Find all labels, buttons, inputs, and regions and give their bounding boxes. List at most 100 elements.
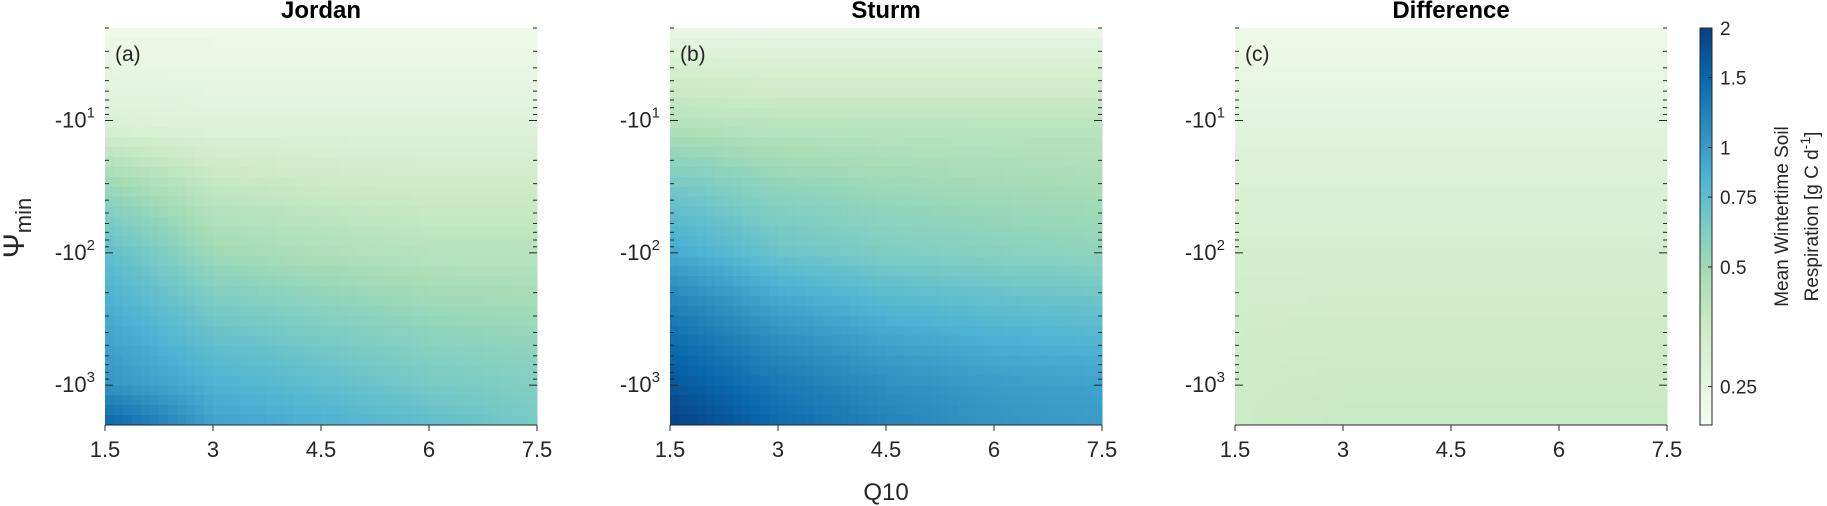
heatmap-cell [940, 186, 950, 198]
heatmap-cell [1075, 47, 1085, 59]
heatmap-cell [760, 295, 770, 307]
heatmap-cell [1316, 176, 1326, 188]
heatmap-cell [886, 216, 896, 228]
heatmap-cell [1084, 57, 1094, 69]
heatmap-cell [904, 256, 914, 267]
heatmap-cell [886, 276, 896, 287]
heatmap-cell [204, 236, 214, 247]
heatmap-cell [384, 47, 394, 59]
heatmap-cell [931, 415, 941, 426]
heatmap-cell [330, 226, 340, 238]
heatmap-cell [877, 87, 887, 99]
heatmap-cell [706, 147, 716, 158]
heatmap-cell [733, 147, 743, 158]
heatmap-cell [823, 137, 833, 148]
heatmap-cell [859, 266, 869, 277]
heatmap-cell [751, 77, 761, 89]
heatmap-cell [886, 127, 896, 138]
heatmap-cell [429, 256, 439, 267]
heatmap-cell [1012, 256, 1022, 267]
heatmap-cell [1397, 57, 1407, 69]
heatmap-cell [294, 405, 304, 416]
heatmap-cell [823, 305, 833, 317]
heatmap-cell [877, 67, 887, 79]
heatmap-cell [742, 107, 752, 118]
heatmap-cell [1478, 196, 1488, 208]
heatmap-cell [1084, 206, 1094, 218]
heatmap-cell [742, 315, 752, 327]
heatmap-cell [778, 345, 788, 357]
heatmap-cell [285, 147, 295, 158]
heatmap-cell [877, 117, 887, 128]
heatmap-cell [429, 37, 439, 49]
heatmap-cell [1379, 147, 1389, 158]
heatmap-cell [940, 325, 950, 337]
heatmap-cell [159, 37, 169, 49]
heatmap-cell [724, 266, 734, 277]
heatmap-cell [697, 305, 707, 317]
heatmap-cell [1433, 67, 1443, 79]
heatmap-cell [1289, 196, 1299, 208]
heatmap-cell [760, 196, 770, 208]
heatmap-cell [1370, 166, 1380, 178]
heatmap-cell [787, 395, 797, 406]
heatmap-cell [267, 37, 277, 49]
heatmap-cell [492, 28, 502, 39]
heatmap-cell [114, 97, 124, 108]
heatmap-cell [1244, 166, 1254, 178]
heatmap-cell [778, 295, 788, 307]
heatmap-cell [1604, 176, 1614, 188]
heatmap-cell [913, 305, 923, 317]
heatmap-cell [429, 87, 439, 99]
heatmap-cell [724, 256, 734, 267]
heatmap-cell [1487, 87, 1497, 99]
heatmap-cell [868, 415, 878, 426]
heatmap-cell [303, 295, 313, 307]
heatmap-cell [868, 37, 878, 49]
heatmap-cell [438, 325, 448, 337]
heatmap-cell [688, 375, 698, 386]
heatmap-cell [1325, 206, 1335, 218]
heatmap-cell [1253, 47, 1263, 59]
heatmap-cell [204, 295, 214, 307]
heatmap-cell [330, 315, 340, 327]
heatmap-cell [1057, 57, 1067, 69]
heatmap-cell [438, 137, 448, 148]
heatmap-cell [1388, 77, 1398, 89]
heatmap-cell [1057, 385, 1067, 396]
heatmap-cell [994, 286, 1004, 297]
heatmap-cell [1066, 395, 1076, 406]
heatmap-cell [114, 47, 124, 59]
heatmap-cell [850, 246, 860, 257]
heatmap-cell [706, 276, 716, 287]
heatmap-cell [1595, 47, 1605, 59]
heatmap-cell [177, 365, 187, 376]
heatmap-cell [1003, 107, 1013, 118]
heatmap-cell [913, 385, 923, 396]
heatmap-cell [1406, 117, 1416, 128]
heatmap-cell [1093, 415, 1103, 426]
heatmap-cell [715, 147, 725, 158]
heatmap-cell [823, 127, 833, 138]
heatmap-cell [384, 236, 394, 247]
heatmap-cell [420, 325, 430, 337]
heatmap-cell [1370, 157, 1380, 168]
heatmap-cell [679, 256, 689, 267]
heatmap-cell [1631, 186, 1641, 198]
heatmap-cell [1039, 276, 1049, 287]
heatmap-cell [697, 315, 707, 327]
heatmap-cell [123, 206, 133, 218]
heatmap-cell [1289, 216, 1299, 228]
heatmap-cell [438, 295, 448, 307]
heatmap-cell [877, 176, 887, 188]
heatmap-cell [330, 395, 340, 406]
heatmap-cell [814, 206, 824, 218]
heatmap-cell [168, 157, 178, 168]
heatmap-cell [267, 226, 277, 238]
heatmap-cell [276, 28, 286, 39]
heatmap-cell [357, 325, 367, 337]
heatmap-cell [1066, 37, 1076, 49]
heatmap-cell [141, 335, 151, 347]
heatmap-cell [330, 266, 340, 277]
y-tick-label: -103 [55, 369, 95, 397]
